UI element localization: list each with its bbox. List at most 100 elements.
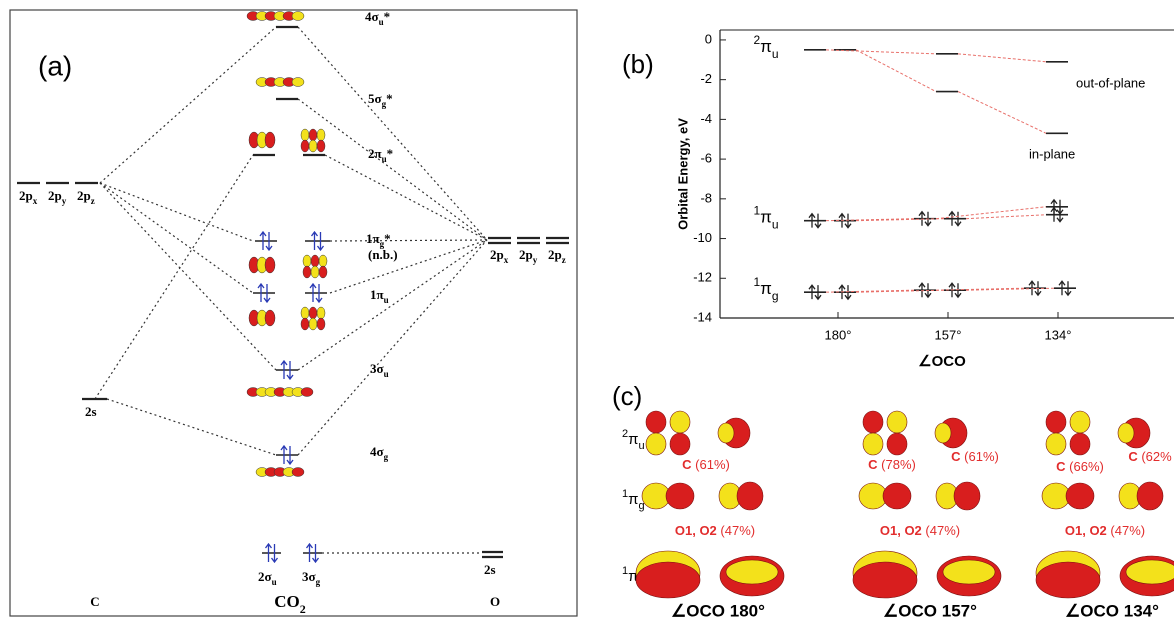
x-tick-label: 180° bbox=[825, 327, 852, 342]
x-tick-label: 134° bbox=[1045, 327, 1072, 342]
label-base: π bbox=[760, 208, 772, 227]
label-sub: y bbox=[533, 255, 538, 265]
orbital-lobe bbox=[954, 482, 980, 510]
orbital-lobe bbox=[670, 433, 690, 455]
orbital-lobe bbox=[309, 307, 317, 319]
label-sub: u bbox=[638, 440, 644, 452]
orbital-lobe bbox=[943, 560, 995, 584]
label-tail: * bbox=[384, 231, 391, 246]
orbital-lobe bbox=[303, 255, 311, 267]
caption-atom: O1, O2 bbox=[675, 523, 717, 538]
caption-pct: (47%) bbox=[925, 523, 960, 538]
label-sub: u bbox=[272, 577, 277, 587]
orbital-lobe bbox=[853, 562, 917, 598]
o-orbital-label: 2s bbox=[484, 562, 496, 577]
label-sub: g bbox=[384, 452, 389, 462]
y-tick-label: -12 bbox=[693, 270, 712, 285]
orbital-lobe bbox=[863, 411, 883, 433]
label-tail: * bbox=[387, 146, 394, 161]
caption: O1, O2 (47%) bbox=[880, 523, 960, 538]
y-tick-label: -10 bbox=[693, 230, 712, 245]
orbital-lobe bbox=[301, 307, 309, 319]
label-base: 1π bbox=[366, 231, 380, 246]
angle-label: ∠OCO 134° bbox=[1065, 601, 1159, 620]
orbital-lobe bbox=[670, 411, 690, 433]
orbital-lobe bbox=[319, 266, 327, 278]
label-base: 5σ bbox=[368, 91, 382, 106]
caption-atom: C bbox=[1056, 459, 1066, 474]
caption-atom: O1, O2 bbox=[880, 523, 922, 538]
label-base: π bbox=[760, 280, 772, 299]
caption: C (66%) bbox=[1056, 459, 1104, 474]
mo-label: 4σu* bbox=[365, 9, 390, 27]
orbital-lobe bbox=[301, 129, 309, 141]
orbital-lobe bbox=[311, 255, 319, 267]
mo-label: 2σu bbox=[258, 569, 277, 587]
orbital-lobe bbox=[265, 310, 275, 326]
c-orbital-label: 2py bbox=[48, 188, 67, 206]
series-label: 2πu bbox=[753, 33, 778, 61]
orbital-lobe bbox=[1066, 483, 1094, 509]
orbital-lobe bbox=[646, 411, 666, 433]
row-label: 1πg bbox=[622, 488, 645, 512]
label-base: 3σ bbox=[370, 361, 384, 376]
y-axis-label: Orbital Energy, eV bbox=[675, 118, 690, 230]
orbital-lobe bbox=[301, 318, 309, 330]
orbital-lobe bbox=[317, 307, 325, 319]
orbital-lobe bbox=[1070, 411, 1090, 433]
caption-pct: (62% bbox=[1141, 449, 1172, 464]
orbital-lobe bbox=[887, 411, 907, 433]
orbital-lobe bbox=[319, 255, 327, 267]
connector bbox=[966, 215, 1046, 219]
label-base: 2p bbox=[548, 247, 562, 262]
annotation: in-plane bbox=[1029, 146, 1075, 161]
orbital-lobe bbox=[726, 560, 778, 584]
caption-pct: (78%) bbox=[881, 457, 916, 472]
page: (a)CCO2O2px2py2pz2s2px2py2pz2s4σu*5σg*2π… bbox=[0, 0, 1174, 626]
c-orbital-label: 2s bbox=[85, 404, 97, 419]
orbital-lobe bbox=[303, 266, 311, 278]
atom-label: C bbox=[90, 594, 99, 609]
orbital-lobe bbox=[666, 483, 694, 509]
label-base: 3σ bbox=[302, 569, 316, 584]
atom-label: CO2 bbox=[274, 592, 306, 616]
label-sub: x bbox=[33, 196, 38, 206]
label-base: 2p bbox=[48, 188, 62, 203]
label-base: π bbox=[628, 431, 638, 448]
label-sub: u bbox=[384, 295, 389, 305]
orbital-lobe bbox=[301, 140, 309, 152]
caption-pct: (61%) bbox=[964, 449, 999, 464]
c-orbital-label: 2px bbox=[19, 188, 38, 206]
label-base: π bbox=[760, 37, 772, 56]
label-tail: * bbox=[384, 9, 391, 24]
atom-label: O bbox=[490, 594, 500, 609]
y-tick-label: -6 bbox=[700, 151, 712, 166]
x-axis-label: ∠OCO bbox=[918, 353, 966, 370]
label-base: 2p bbox=[19, 188, 33, 203]
label-sub: y bbox=[62, 196, 67, 206]
caption: C (61%) bbox=[951, 449, 999, 464]
label-sub: x bbox=[504, 255, 509, 265]
label-sub: 2 bbox=[300, 602, 306, 616]
label-sub: u bbox=[772, 47, 779, 61]
orbital-lobe bbox=[265, 257, 275, 273]
orbital-lobe bbox=[311, 266, 319, 278]
caption-pct: (47%) bbox=[1110, 523, 1145, 538]
orbital-lobe bbox=[1118, 423, 1134, 443]
mo-label: 2πu* bbox=[368, 146, 393, 164]
orbital-lobe bbox=[1070, 433, 1090, 455]
panel-tag: (b) bbox=[622, 49, 654, 79]
panel-a-frame bbox=[10, 10, 577, 616]
orbital-lobe bbox=[1036, 562, 1100, 598]
caption: C (61%) bbox=[682, 457, 730, 472]
orbital-lobe bbox=[309, 140, 317, 152]
caption-atom: O1, O2 bbox=[1065, 523, 1107, 538]
orbital-lobe bbox=[292, 78, 304, 87]
label-base: 2σ bbox=[258, 569, 272, 584]
orbital-lobe bbox=[292, 468, 304, 477]
label-sub: z bbox=[91, 196, 95, 206]
label-sub: u bbox=[384, 369, 389, 379]
caption: C (62% bbox=[1128, 449, 1172, 464]
orbital-lobe bbox=[309, 318, 317, 330]
row-label: 2πu bbox=[622, 428, 645, 452]
